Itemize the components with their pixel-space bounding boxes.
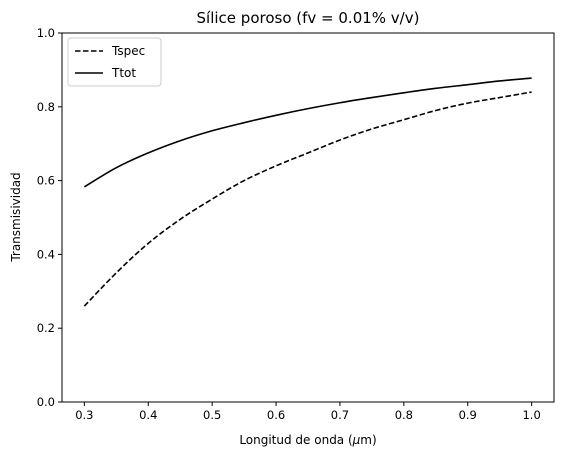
series-layer — [83, 77, 532, 307]
y-tick-label: 0.0 — [37, 395, 55, 409]
x-tick-label: 0.3 — [75, 408, 93, 422]
x-tick-label: 0.9 — [459, 408, 477, 422]
x-tick-label: 0.7 — [331, 408, 349, 422]
legend-label-tspec: Tspec — [111, 44, 145, 58]
series-line-tspec — [83, 91, 532, 307]
x-axis-label-unit: m) — [360, 433, 376, 447]
y-axis-ticks: 0.0 0.2 0.4 0.6 0.8 1.0 — [37, 26, 62, 409]
x-tick-label: 0.8 — [395, 408, 413, 422]
legend-box — [67, 37, 162, 87]
y-tick-label: 1.0 — [37, 26, 55, 40]
x-axis-ticks: 0.3 0.4 0.5 0.6 0.7 0.8 0.9 1.0 — [75, 402, 541, 422]
y-axis-label: Transmisividad — [9, 172, 23, 262]
legend: Tspec Ttot — [67, 37, 162, 87]
y-tick-label: 0.2 — [37, 321, 55, 335]
x-axis-label-mu: μ — [352, 433, 361, 447]
plot-area — [61, 32, 555, 403]
plot-frame — [61, 32, 555, 403]
chart-title: Sílice poroso (fv = 0.01% v/v) — [197, 9, 420, 27]
y-tick-label: 0.4 — [37, 247, 55, 261]
series-line-ttot — [83, 77, 532, 188]
x-tick-label: 0.6 — [267, 408, 285, 422]
y-tick-label: 0.6 — [37, 174, 55, 188]
y-tick-label: 0.8 — [37, 100, 55, 114]
x-tick-label: 0.4 — [139, 408, 157, 422]
x-tick-label: 1.0 — [522, 408, 540, 422]
x-axis-label: Longitud de onda (μm) — [239, 433, 376, 447]
x-axis-label-main: Longitud de onda ( — [239, 433, 352, 447]
legend-label-ttot: Ttot — [111, 66, 136, 80]
x-tick-label: 0.5 — [203, 408, 221, 422]
